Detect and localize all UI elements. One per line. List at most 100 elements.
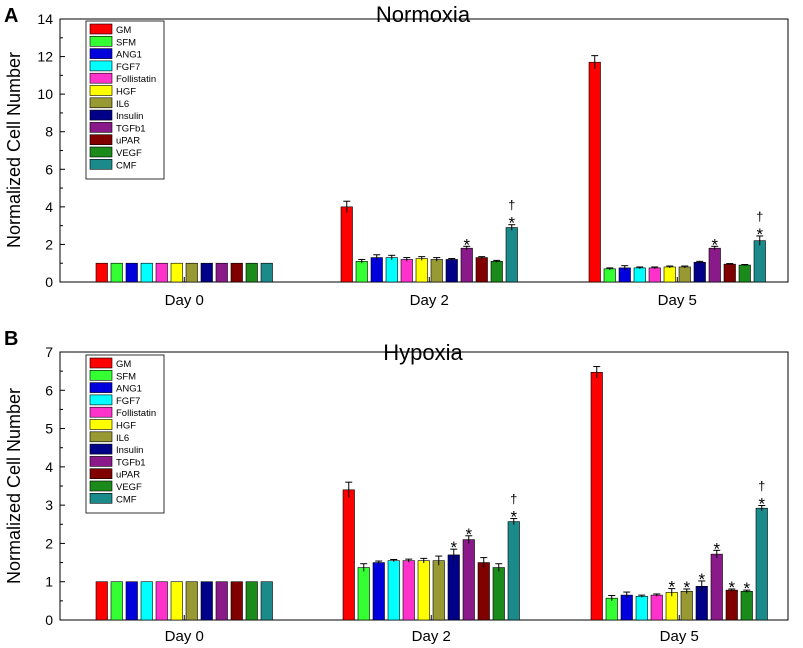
bar — [342, 489, 355, 621]
bar — [170, 262, 183, 283]
bar — [230, 581, 243, 621]
legend-entry: VEGF — [116, 482, 142, 493]
bar — [357, 567, 370, 621]
legend-entry: SFM — [116, 37, 136, 48]
bar — [110, 262, 123, 283]
bar — [215, 262, 228, 283]
legend-entry: HGF — [116, 421, 136, 432]
y-tick-label: 1 — [45, 574, 53, 590]
legend-entry: FGF7 — [116, 62, 140, 73]
chart-title: Normoxia — [376, 2, 471, 27]
bar — [462, 539, 475, 621]
bar — [693, 261, 706, 283]
y-tick-label: 6 — [45, 382, 53, 398]
legend-entry: GM — [116, 359, 131, 370]
y-tick-label: 4 — [45, 199, 53, 215]
bar — [738, 264, 751, 283]
bar — [620, 594, 633, 621]
y-tick-label: 12 — [37, 49, 53, 65]
bar — [633, 267, 646, 283]
bar — [507, 521, 520, 621]
bar — [372, 562, 385, 621]
x-tick-label: Day 2 — [410, 292, 449, 309]
y-tick-label: 8 — [45, 124, 53, 140]
legend-entry: IL6 — [116, 433, 129, 444]
significance-star: * — [683, 578, 690, 597]
bar — [430, 259, 443, 283]
legend-swatch — [89, 23, 113, 35]
bar — [432, 560, 445, 621]
bar — [445, 259, 458, 283]
bar — [385, 257, 398, 283]
y-axis-label: Normalized Cell Number — [4, 52, 24, 248]
legend-swatch — [89, 480, 113, 492]
bar — [417, 560, 430, 621]
y-tick-label: 0 — [45, 612, 53, 628]
panel-label: A — [4, 5, 18, 27]
bar — [710, 553, 723, 621]
legend-swatch — [89, 419, 113, 430]
significance-dagger: † — [510, 492, 517, 507]
legend-entry: CMF — [116, 494, 137, 505]
legend-entry: GM — [116, 25, 131, 36]
legend-entry: ANG1 — [116, 50, 142, 61]
legend-swatch — [89, 122, 113, 133]
legend-entry: TGFb1 — [116, 457, 146, 468]
significance-star: * — [668, 578, 675, 597]
bar — [155, 262, 168, 283]
bar — [678, 266, 691, 283]
legend-entry: uPAR — [116, 470, 140, 481]
legend-entry: IL6 — [116, 99, 129, 110]
bar — [475, 257, 488, 283]
bar — [370, 257, 383, 283]
y-axis-label: Normalized Cell Number — [4, 388, 24, 584]
legend-swatch — [89, 357, 113, 369]
y-tick-label: 4 — [45, 459, 53, 475]
chart-panel-a: A Normoxia 0 2 4 6 8 10 12 14 Normalized Cell Numb… — [4, 2, 789, 309]
bar — [650, 594, 663, 621]
legend-swatch — [89, 60, 113, 72]
bar — [477, 562, 490, 621]
y-tick-label: 5 — [45, 421, 53, 437]
legend-swatch — [89, 492, 113, 504]
bar — [603, 268, 616, 283]
significance-star: * — [463, 235, 470, 254]
bar — [245, 581, 258, 621]
significance-star: * — [728, 578, 735, 597]
significance-star: * — [698, 570, 705, 589]
legend-swatch — [89, 456, 113, 467]
significance-dagger: † — [756, 209, 763, 224]
significance-dagger: † — [508, 198, 515, 213]
bar — [125, 581, 138, 621]
legend-entry: VEGF — [116, 148, 142, 159]
y-tick-label: 0 — [45, 274, 53, 290]
bar — [663, 266, 676, 283]
legend-swatch — [89, 443, 113, 455]
legend-entry: Insulin — [116, 445, 143, 456]
legend-swatch — [89, 146, 113, 158]
bar — [505, 227, 518, 283]
bar — [155, 581, 168, 621]
bar — [185, 262, 198, 283]
bar — [635, 595, 648, 621]
bar — [753, 240, 766, 283]
legend-swatch — [89, 406, 113, 418]
bar — [723, 263, 736, 283]
panel-label: B — [4, 328, 18, 350]
bar — [125, 262, 138, 283]
bar — [355, 261, 368, 283]
y-tick-label: 2 — [45, 535, 53, 551]
significance-star: * — [711, 235, 718, 254]
legend-swatch — [89, 382, 113, 393]
bar — [340, 206, 353, 283]
significance-star: * — [510, 508, 517, 527]
significance-star: * — [465, 525, 472, 544]
y-tick-label: 3 — [45, 497, 53, 513]
significance-star: * — [508, 214, 515, 233]
y-tick-label: 10 — [37, 86, 53, 102]
bar — [140, 262, 153, 283]
bar — [170, 581, 183, 621]
